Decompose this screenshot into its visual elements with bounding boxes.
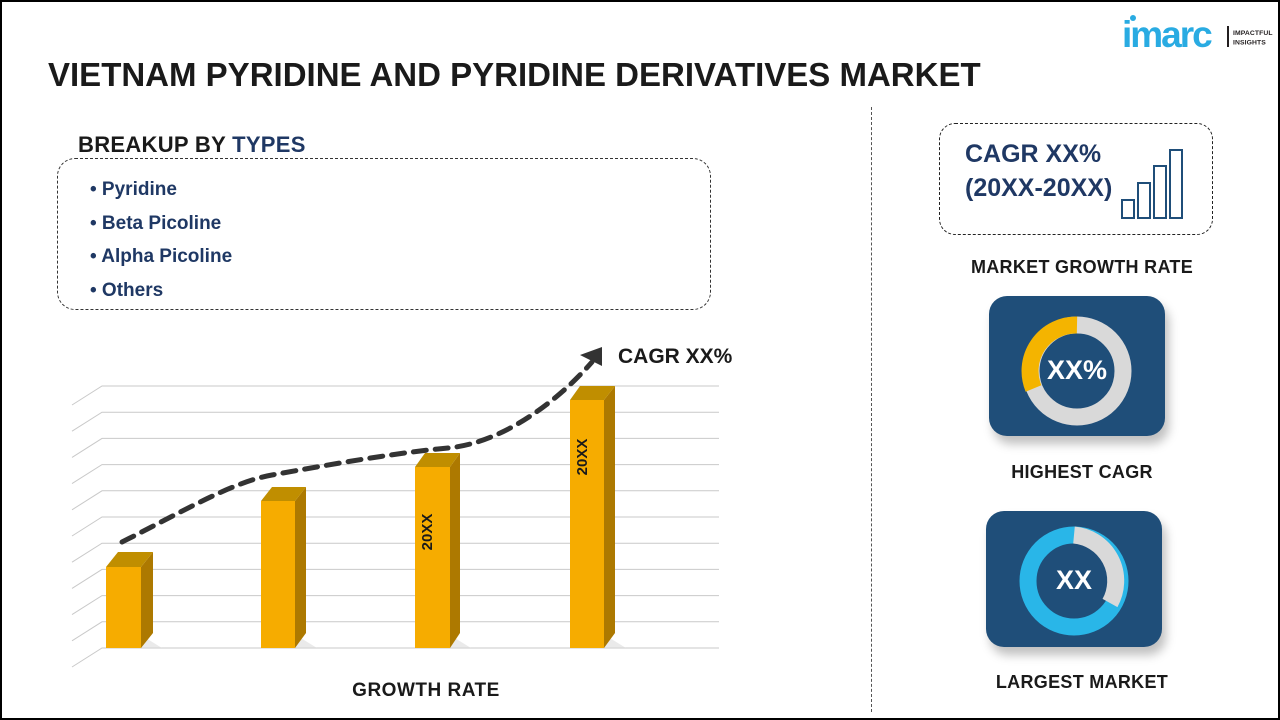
svg-text:INSIGHTS: INSIGHTS <box>1233 40 1266 47</box>
svg-text:20XX: 20XX <box>574 439 591 476</box>
svg-text:IMPACTFUL: IMPACTFUL <box>1233 30 1273 37</box>
svg-text:CAGR XX%: CAGR XX% <box>618 345 733 368</box>
svg-text:20XX: 20XX <box>419 514 436 551</box>
svg-text:imarc: imarc <box>1124 14 1212 54</box>
svg-text:XX%: XX% <box>1047 355 1107 385</box>
svg-text:XX: XX <box>1056 565 1092 595</box>
svg-text:GROWTH RATE: GROWTH RATE <box>352 680 500 701</box>
